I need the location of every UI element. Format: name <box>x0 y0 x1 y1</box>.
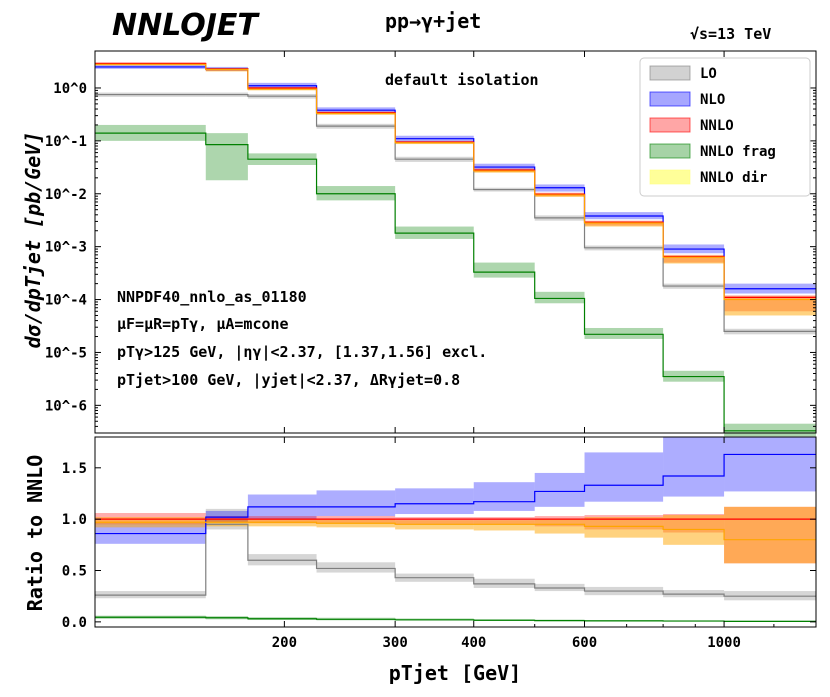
isolation-label: default isolation <box>385 71 539 89</box>
main-band-nnlo-dir-7 <box>584 221 664 227</box>
ratio-line-lo <box>95 523 816 597</box>
main-band-nnlo-dir-9 <box>724 296 816 316</box>
main-line-nnlo-frag <box>95 132 816 432</box>
ratio-line-nnlo-frag <box>95 616 816 622</box>
legend-swatch-nnlo-frag <box>649 143 691 159</box>
ratio-ytick-label-3: 1.5 <box>62 461 87 477</box>
ratio-xtick-label-2: 400 <box>461 635 486 651</box>
main-line-nnlo-dir <box>95 63 816 301</box>
ratio-band-nnlo-dir-5 <box>473 520 535 531</box>
ratio-band-nlo-6 <box>534 472 585 507</box>
legend-swatch-nnlo-dir <box>649 169 691 185</box>
ratio-panel: 0.0 0.5 1.0 1.5 200 300 400 600 1000 <box>62 436 817 651</box>
main-ytick-label-4: 10^-4 <box>45 293 87 309</box>
main-band-nnlo-frag-7 <box>584 327 664 339</box>
scale-label: μF=μR=pTγ, μA=mcone <box>117 315 289 333</box>
legend-label-lo: LO <box>700 66 717 82</box>
legend-label-nnlo-frag: NNLO frag <box>700 144 776 160</box>
legend-label-nlo: NLO <box>700 92 725 108</box>
main-panel: 10^0 10^-1 10^-2 10^-3 10^-4 10^-5 10^-6 <box>45 50 817 437</box>
main-axes-frame <box>94 50 817 434</box>
ratio-ytick-label-2: 1.0 <box>62 512 87 528</box>
main-band-nnlo-frag-6 <box>534 291 585 304</box>
ratio-band-nlo-4 <box>395 488 474 515</box>
legend-label-nnlo: NNLO <box>700 118 734 134</box>
main-band-nnlo-frag-1 <box>205 133 248 181</box>
photon-cut-label: pTγ>125 GeV, |ηγ|<2.37, [1.37,1.56] excl… <box>117 343 487 362</box>
legend-swatch-nnlo <box>649 117 691 133</box>
jet-cut-label: pTjet>100 GeV, |yjet|<2.37, ΔRγjet=0.8 <box>117 371 460 390</box>
main-line-lo <box>95 93 816 332</box>
ratio-axes-frame <box>94 436 817 628</box>
main-ytick-label-2: 10^-2 <box>45 187 87 203</box>
energy-label: √s=13 TeV <box>690 25 771 43</box>
ratio-band-nlo-8 <box>663 437 725 497</box>
legend-swatch-nlo <box>649 91 691 107</box>
ratio-band-nlo-9 <box>724 437 816 492</box>
main-ytick-label-5: 10^-5 <box>45 345 87 361</box>
ratio-ytick-label-1: 0.5 <box>62 564 87 580</box>
main-band-nnlo-dir-8 <box>663 255 725 264</box>
ratio-ylabel: Ratio to NNLO <box>23 455 47 612</box>
main-band-nnlo-frag-5 <box>473 262 535 278</box>
legend-swatch-lo <box>649 65 691 81</box>
ratio-band-nnlo-dir-9 <box>724 506 816 564</box>
nnlojet-logo: NNLOJET <box>112 8 260 43</box>
main-ytick-label-1: 10^-1 <box>45 134 87 150</box>
pdf-label: NNPDF40_nnlo_as_01180 <box>117 288 307 306</box>
ratio-band-nnlo-dir-6 <box>534 519 585 534</box>
ratio-xtick-label-3: 600 <box>572 635 597 651</box>
ratio-band-nnlo-dir-7 <box>584 517 664 538</box>
ratio-xtick-label-1: 300 <box>382 635 407 651</box>
ratio-line-nnlo-dir <box>95 521 816 541</box>
x-axis-label: pTjet [GeV] <box>389 661 521 685</box>
ratio-band-nlo-7 <box>584 452 664 502</box>
legend-label-nnlo-dir: NNLO dir <box>700 170 767 186</box>
ratio-line-nlo <box>95 453 816 535</box>
ratio-xtick-label-0: 200 <box>272 635 297 651</box>
ratio-band-nlo-3 <box>316 490 396 517</box>
main-ytick-label-0: 10^0 <box>53 81 87 97</box>
ratio-band-lo-3 <box>316 562 396 573</box>
ratio-ytick-label-0: 0.0 <box>62 615 87 631</box>
legend: LO NLO NNLO NNLO frag NNLO dir <box>639 57 811 197</box>
ratio-band-nlo-5 <box>473 482 535 511</box>
main-band-nnlo-frag-9 <box>724 423 816 437</box>
ratio-xtick-label-4: 1000 <box>707 635 741 651</box>
main-ytick-label-6: 10^-6 <box>45 398 87 414</box>
main-ylabel: dσ/dpTjet [pb/GeV] <box>21 132 45 349</box>
process-label: pp→γ+jet <box>385 9 481 33</box>
main-ytick-label-3: 10^-3 <box>45 240 87 256</box>
